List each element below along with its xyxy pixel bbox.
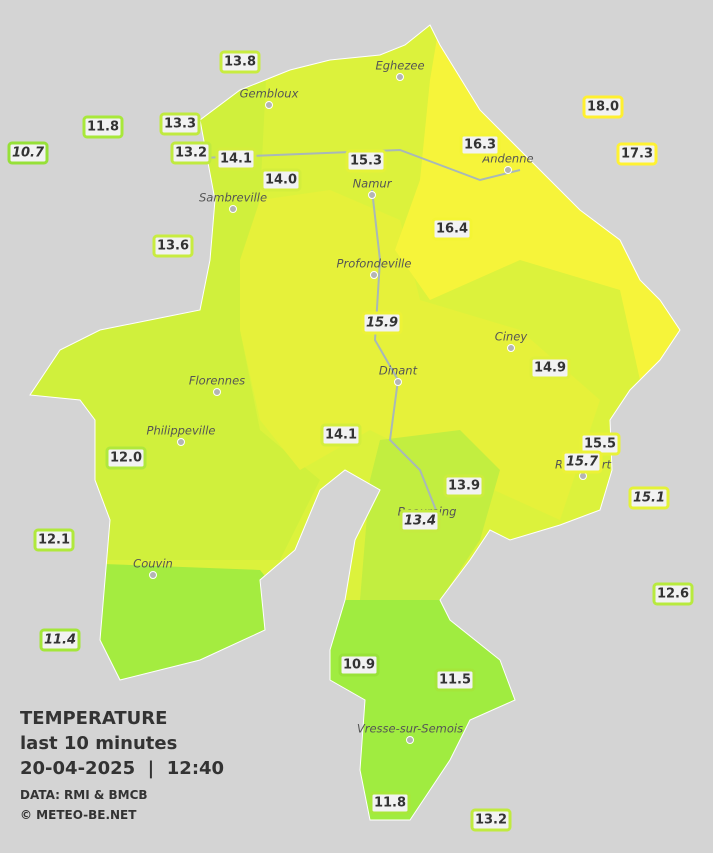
city-dot [504, 166, 512, 174]
station-value: 16.3 [464, 138, 496, 153]
legend-source: DATA: RMI & BMCB [20, 788, 148, 802]
city-dot [406, 736, 414, 744]
station-box [33, 528, 75, 552]
station-value: 14.1 [220, 152, 252, 167]
legend-copyright: © METEO-BE.NET [20, 808, 137, 822]
city-label: Ciney [495, 330, 528, 344]
station-value: 11.8 [87, 120, 119, 135]
station-value: 12.6 [657, 587, 689, 602]
legend-datetime: 20-04-2025 | 12:40 [20, 758, 224, 779]
station-value: 10.7 [12, 146, 45, 161]
station-box [529, 356, 571, 380]
station-box [159, 112, 201, 136]
station-box [215, 147, 257, 171]
station-box [582, 95, 624, 119]
city-dot [507, 344, 515, 352]
station-value: 13.4 [404, 514, 436, 529]
city-dot [394, 378, 402, 386]
station-box [320, 423, 362, 447]
station-box [7, 141, 49, 165]
city-label: Gembloux [240, 87, 299, 101]
station-value: 12.0 [110, 451, 142, 466]
station-box [82, 115, 124, 139]
station-value: 13.2 [175, 146, 207, 161]
station-value: 15.5 [584, 437, 616, 452]
city-label: Sambreville [199, 191, 267, 205]
station-box [431, 217, 473, 241]
station-box [399, 509, 441, 533]
station-box [369, 791, 411, 815]
city-dot [229, 205, 237, 213]
stations: 13.8 11.8 13.3 10.7 13.2 14.1 14.0 15.3 16.3 18.0… [7, 50, 694, 832]
city-dot [213, 388, 221, 396]
city-dot [149, 571, 157, 579]
station-box [616, 142, 658, 166]
station-value: 15.9 [366, 316, 398, 331]
city-label: Florennes [189, 374, 245, 388]
city-label: Dinant [379, 364, 418, 378]
city-label: Couvin [133, 557, 173, 571]
city-label: Vresse-sur-Semois [357, 722, 463, 736]
station-box [345, 149, 387, 173]
station-value: 14.1 [325, 428, 357, 443]
station-value: 17.3 [621, 147, 653, 162]
city-label: Philippeville [147, 424, 216, 438]
station-value: 15.3 [350, 154, 382, 169]
station-value: 14.0 [265, 173, 297, 188]
station-value: 10.9 [343, 658, 375, 673]
station-value: 12.1 [38, 533, 70, 548]
station-box [652, 582, 694, 606]
city-label: Profondeville [337, 257, 412, 271]
station-value: 15.1 [633, 491, 665, 506]
legend-subtitle: last 10 minutes [20, 733, 177, 754]
city-dot [265, 101, 273, 109]
city-dot [368, 191, 376, 199]
city-dot [396, 73, 404, 81]
station-value: 13.6 [157, 239, 189, 254]
station-box [39, 628, 81, 652]
city-dot [177, 438, 185, 446]
station-box [434, 668, 476, 692]
station-box [260, 168, 302, 192]
station-value: 15.7 [566, 455, 599, 470]
station-box [105, 446, 147, 470]
station-box [561, 450, 603, 474]
river [149, 148, 521, 182]
station-value: 13.3 [164, 117, 196, 132]
station-box [628, 486, 670, 510]
station-value: 13.9 [448, 479, 480, 494]
station-value: 11.5 [439, 673, 471, 688]
city-label: Eghezee [375, 59, 424, 73]
station-box [219, 50, 261, 74]
station-value: 14.9 [534, 361, 566, 376]
station-value: 13.8 [224, 55, 256, 70]
station-value: 11.4 [44, 633, 76, 648]
legend-title: TEMPERATURE [20, 708, 167, 729]
station-box [170, 141, 212, 165]
station-value: 11.8 [374, 796, 406, 811]
station-box [443, 474, 485, 498]
city-dot [579, 472, 587, 480]
station-box [459, 133, 501, 157]
station-box [338, 653, 380, 677]
station-box [361, 311, 403, 335]
station-value: 18.0 [587, 100, 619, 115]
city-label: Namur [353, 177, 393, 191]
station-value: 13.2 [475, 813, 507, 828]
station-value: 16.4 [436, 222, 468, 237]
city-dot [370, 271, 378, 279]
station-box [152, 234, 194, 258]
station-box [470, 808, 512, 832]
